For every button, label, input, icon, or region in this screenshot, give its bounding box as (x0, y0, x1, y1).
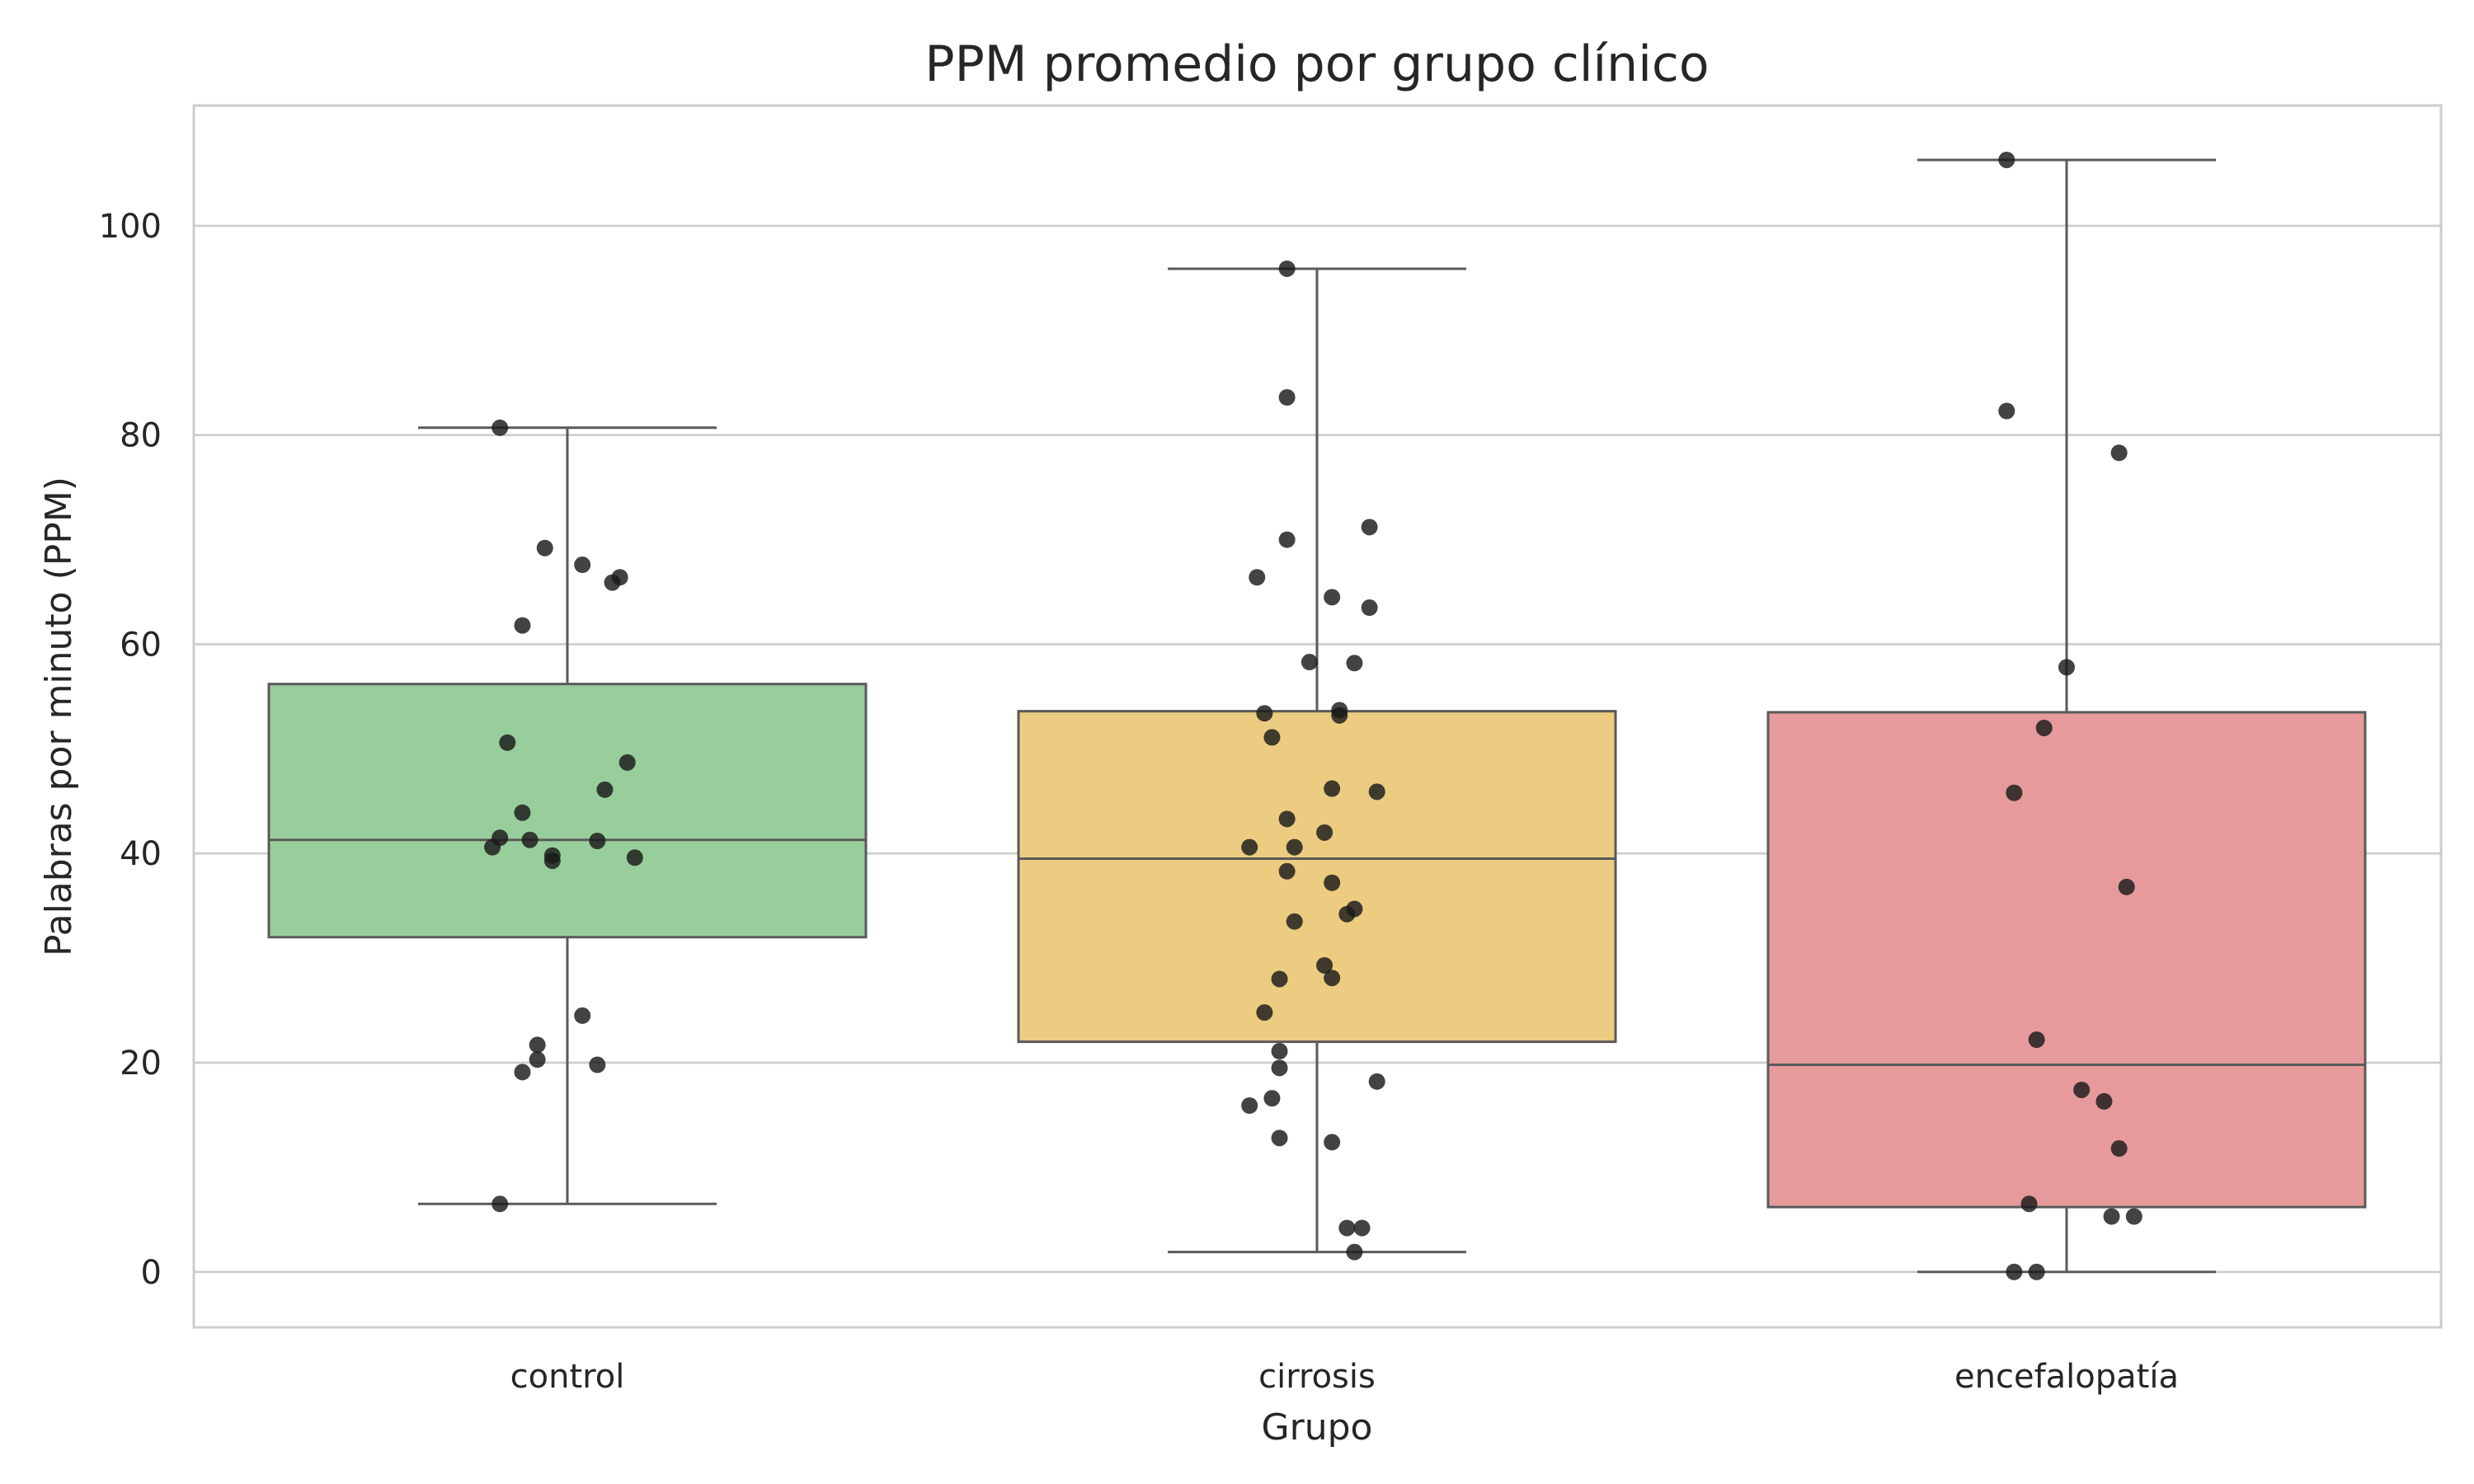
data-point (2073, 1081, 2091, 1098)
box-group-0 (267, 426, 868, 1205)
box-group-1 (1017, 267, 1617, 1254)
data-point (1346, 1243, 1363, 1261)
data-point (574, 556, 591, 574)
data-point (2006, 784, 2023, 801)
data-point (596, 781, 614, 798)
data-point (2028, 1031, 2045, 1049)
data-point (589, 1056, 606, 1073)
data-point (521, 831, 539, 848)
data-point (2028, 1263, 2045, 1280)
data-point (618, 754, 636, 771)
data-point (1368, 783, 1385, 801)
data-point (2058, 659, 2075, 676)
data-point (514, 804, 531, 821)
data-point (1338, 1219, 1356, 1237)
data-point (1286, 838, 1303, 856)
data-point (1316, 956, 1333, 974)
data-point (2006, 1263, 2023, 1280)
y-tick-label: 40 (120, 835, 162, 873)
y-tick-label: 0 (141, 1254, 162, 1292)
data-point (1271, 1129, 1288, 1147)
data-point (1286, 913, 1303, 930)
data-point (1278, 862, 1296, 880)
data-point (536, 539, 553, 556)
data-point (1338, 905, 1356, 923)
data-point (2095, 1092, 2113, 1110)
box-iqr (1017, 710, 1617, 1044)
data-point (514, 617, 531, 634)
y-tick-label: 60 (120, 626, 162, 664)
data-point (1998, 151, 2015, 168)
data-point (1368, 1073, 1385, 1090)
data-point (514, 1064, 531, 1081)
data-point (1361, 599, 1378, 617)
data-point (499, 734, 516, 751)
data-point (1316, 824, 1333, 841)
box-layer (267, 158, 2367, 1274)
data-point (492, 1195, 509, 1213)
x-axis-label: Grupo (1262, 1407, 1373, 1449)
data-points (484, 151, 2142, 1280)
data-point (1278, 389, 1296, 406)
data-point (1324, 780, 1341, 797)
x-tick-label: control (510, 1358, 625, 1396)
x-tick-labels: control cirrosis encefalopatía (510, 1358, 2179, 1396)
data-point (1271, 1043, 1288, 1060)
data-point (1346, 655, 1363, 672)
data-point (1256, 1004, 1273, 1021)
data-point (1300, 654, 1318, 671)
y-tick-label: 100 (99, 208, 162, 246)
data-point (529, 1051, 546, 1068)
data-point (1241, 1097, 1258, 1115)
data-point (1271, 1059, 1288, 1077)
box-iqr (267, 683, 868, 939)
data-point (1249, 569, 1266, 586)
y-tick-label: 20 (120, 1045, 162, 1082)
data-point (1278, 531, 1296, 548)
data-point (1278, 260, 1296, 277)
chart-title: PPM promedio por grupo clínico (924, 35, 1709, 93)
data-point (1324, 970, 1341, 987)
data-point (2110, 1140, 2128, 1158)
y-axis-label: Palabras por minuto (PPM) (38, 477, 80, 956)
data-point (1324, 589, 1341, 606)
data-point (543, 852, 561, 870)
data-point (1256, 705, 1273, 722)
x-tick-label: encefalopatía (1954, 1358, 2179, 1396)
x-tick-label: cirrosis (1258, 1358, 1376, 1396)
data-point (574, 1007, 591, 1024)
data-point (1263, 729, 1281, 746)
data-point (1241, 838, 1258, 856)
data-point (1361, 519, 1378, 536)
data-point (1324, 874, 1341, 891)
data-point (529, 1036, 546, 1054)
data-point (1998, 402, 2015, 420)
y-tick-labels: 0 20 40 60 80 100 (99, 208, 162, 1292)
data-point (604, 574, 621, 591)
data-point (1324, 1134, 1341, 1151)
plot-frame (192, 104, 2443, 1329)
data-point (1278, 810, 1296, 828)
data-point (2125, 1208, 2142, 1225)
box-group-2 (1766, 158, 2367, 1274)
data-point (2035, 719, 2053, 736)
data-point (2103, 1208, 2120, 1225)
data-point (2118, 878, 2135, 895)
data-point (2020, 1195, 2038, 1213)
y-tick-label: 80 (120, 417, 162, 455)
data-point (1263, 1090, 1281, 1107)
data-point (1271, 970, 1288, 988)
data-point (484, 838, 501, 856)
data-point (492, 419, 509, 436)
data-point (589, 832, 606, 849)
data-point (1353, 1219, 1371, 1237)
data-point (1331, 707, 1348, 724)
box-iqr (1766, 711, 2367, 1209)
data-point (626, 849, 643, 866)
data-point (2110, 444, 2128, 462)
